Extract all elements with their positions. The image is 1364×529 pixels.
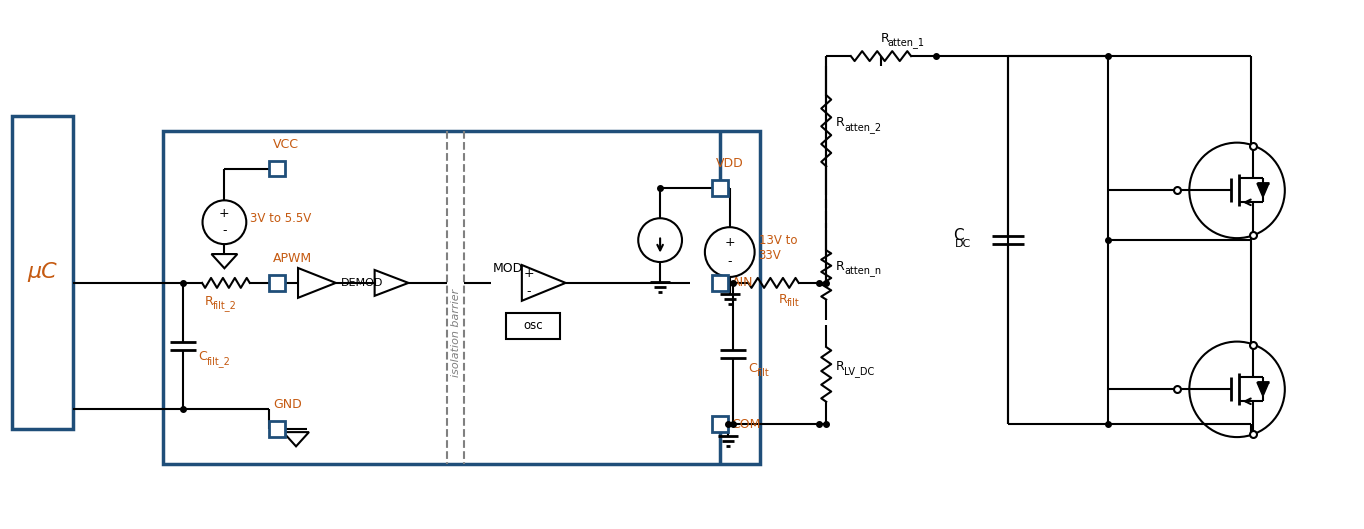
Text: R: R	[836, 360, 844, 373]
Text: filt_2: filt_2	[213, 300, 236, 311]
Text: DC: DC	[955, 239, 971, 249]
Text: atten_2: atten_2	[844, 122, 881, 133]
Text: -: -	[727, 255, 732, 268]
Bar	[712, 275, 728, 291]
Text: C: C	[953, 227, 963, 243]
Text: osc: osc	[522, 319, 543, 332]
Text: C: C	[199, 350, 207, 362]
Text: filt: filt	[787, 298, 799, 308]
Text: APWM: APWM	[273, 252, 312, 265]
Text: C: C	[749, 362, 757, 375]
Bar	[506, 313, 559, 339]
Polygon shape	[1258, 382, 1269, 396]
Text: R: R	[836, 260, 844, 273]
Bar	[11, 116, 74, 429]
Bar	[162, 131, 760, 464]
Bar	[269, 160, 285, 177]
Text: R: R	[205, 295, 213, 308]
Text: R: R	[836, 116, 844, 129]
Bar	[712, 180, 728, 196]
Text: filt_2: filt_2	[206, 357, 231, 368]
Text: R: R	[779, 293, 787, 306]
Bar	[712, 416, 728, 432]
Bar	[269, 275, 285, 291]
Bar	[269, 421, 285, 437]
Text: atten_n: atten_n	[844, 267, 881, 277]
Text: AIN: AIN	[731, 277, 753, 289]
Text: MOD: MOD	[492, 262, 524, 275]
Text: filt: filt	[757, 368, 769, 378]
Text: -: -	[527, 285, 531, 298]
Text: +: +	[524, 268, 535, 280]
Text: R: R	[881, 32, 889, 44]
Text: 3V to 5.5V: 3V to 5.5V	[250, 212, 311, 225]
Text: VDD: VDD	[716, 158, 743, 170]
Text: isolation barrier: isolation barrier	[450, 288, 461, 377]
Text: VCC: VCC	[273, 138, 299, 151]
Text: 13V to
33V: 13V to 33V	[758, 234, 797, 262]
Text: DEMOD: DEMOD	[341, 278, 383, 288]
Text: GND: GND	[273, 398, 301, 411]
Text: LV_DC: LV_DC	[844, 366, 874, 377]
Text: -: -	[222, 224, 226, 237]
Text: atten_1: atten_1	[887, 37, 923, 48]
Text: μC: μC	[27, 262, 57, 282]
Text: +: +	[220, 207, 229, 221]
Text: +: +	[724, 236, 735, 249]
Polygon shape	[1258, 184, 1269, 197]
Text: COM: COM	[731, 418, 761, 431]
